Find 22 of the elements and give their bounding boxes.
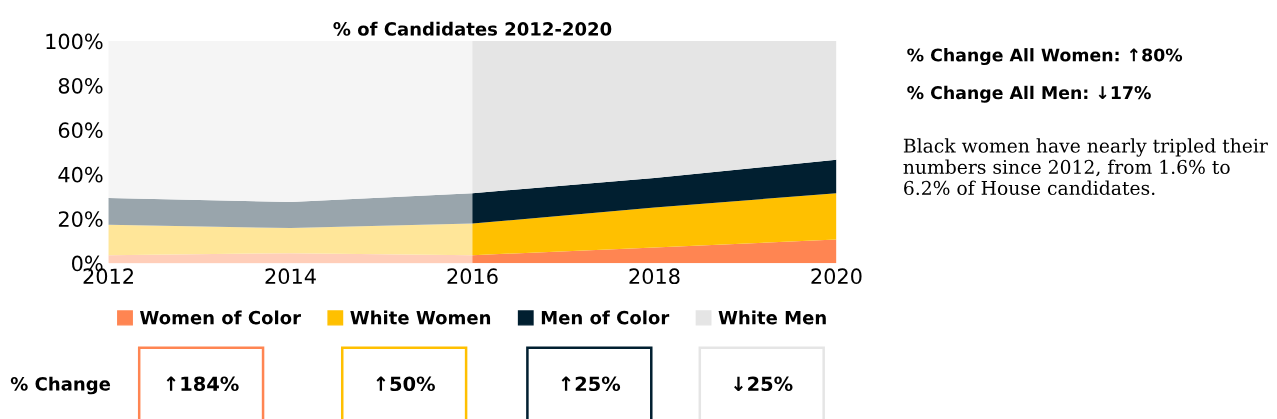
text: ↓25%	[734, 376, 793, 392]
y-tick-label: 60%	[58, 122, 103, 139]
text: ↑25%	[561, 376, 621, 392]
y-tick-label: 40%	[58, 166, 103, 183]
text: Black women have nearly tripled their numbers since 2012, from 1.6% to 6.2% of House candidates.	[903, 138, 1268, 196]
legend-label: White Men	[718, 310, 826, 325]
y-tick-label: 80%	[58, 77, 103, 94]
legend-label: Men of Color	[541, 310, 670, 325]
text: % Change All Women: ↑80%	[907, 48, 1183, 66]
x-tick-label: 2020	[811, 268, 862, 285]
legend-label: White Women	[350, 310, 491, 325]
text: ↑184%	[166, 376, 239, 392]
x-tick-label: 2018	[629, 268, 680, 285]
x-tick-label: 2016	[447, 268, 498, 285]
legend-label: Women of Color	[139, 310, 301, 325]
text: ↑50%	[376, 376, 435, 392]
y-tick-label: 100%	[46, 33, 103, 50]
y-tick-label: 20%	[58, 211, 103, 227]
text: % Change All Men: ↓17%	[907, 85, 1151, 103]
x-tick-label: 2014	[265, 268, 316, 285]
chart-title: % of Candidates 2012-2020	[333, 21, 612, 36]
text: % Change	[10, 376, 111, 395]
